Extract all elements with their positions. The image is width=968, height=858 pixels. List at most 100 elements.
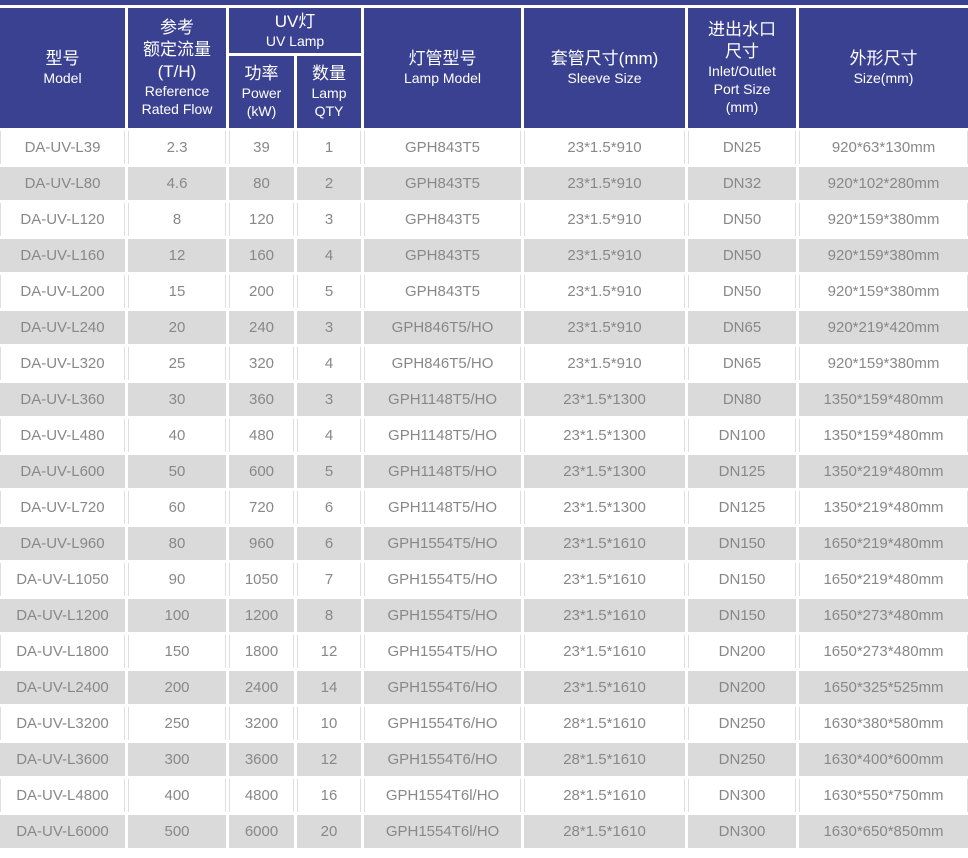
table-row: DA-UV-L80 4.6 80 2 GPH843T5 23*1.5*910 DN32 920… (0, 167, 968, 200)
cell-lamp_model: GPH1554T5/HO (364, 527, 522, 560)
col-header-port-size-en-1: Inlet/Outlet (708, 63, 776, 80)
cell-flow: 15 (128, 275, 226, 308)
table-row: DA-UV-L240 20 240 3 GPH846T5/HO 23*1.5*910 DN6… (0, 311, 968, 344)
cell-model: DA-UV-L480 (0, 419, 125, 452)
table-row: DA-UV-L6000 500 6000 20 GPH1554T6l/HO 28*1.5*… (0, 815, 968, 848)
cell-overall_size: 920*219*420mm (799, 311, 968, 344)
cell-flow: 400 (128, 779, 226, 812)
cell-power: 600 (229, 455, 294, 488)
cell-overall_size: 1630*550*750mm (799, 779, 968, 812)
col-header-flow-en-2: Rated Flow (141, 101, 213, 118)
cell-power: 80 (229, 167, 294, 200)
cell-port_size: DN150 (688, 563, 797, 596)
cell-lamp_model: GPH1554T5/HO (364, 635, 522, 668)
cell-power: 200 (229, 275, 294, 308)
cell-port_size: DN125 (688, 491, 797, 524)
cell-power: 160 (229, 239, 294, 272)
cell-model: DA-UV-L720 (0, 491, 125, 524)
cell-qty: 12 (297, 635, 362, 668)
cell-overall_size: 1650*325*525mm (799, 671, 968, 704)
top-accent-bar (0, 0, 968, 5)
cell-sleeve_size: 23*1.5*910 (524, 239, 686, 272)
cell-lamp_model: GPH1554T6/HO (364, 707, 522, 740)
col-header-sleeve-size-zh: 套管尺寸(mm) (550, 49, 659, 68)
cell-power: 3600 (229, 743, 294, 776)
table-body: DA-UV-L39 2.3 39 1 GPH843T5 23*1.5*910 DN25 920… (0, 131, 968, 848)
col-header-sleeve-size: 套管尺寸(mm) Sleeve Size (524, 8, 686, 128)
cell-power: 2400 (229, 671, 294, 704)
cell-model: DA-UV-L39 (0, 131, 125, 164)
cell-power: 120 (229, 203, 294, 236)
cell-model: DA-UV-L80 (0, 167, 125, 200)
cell-model: DA-UV-L3600 (0, 743, 125, 776)
table-row: DA-UV-L39 2.3 39 1 GPH843T5 23*1.5*910 DN25 920… (0, 131, 968, 164)
cell-model: DA-UV-L200 (0, 275, 125, 308)
cell-qty: 4 (297, 347, 362, 380)
cell-qty: 3 (297, 203, 362, 236)
cell-qty: 1 (297, 131, 362, 164)
col-header-model: 型号 Model (0, 8, 125, 128)
cell-flow: 150 (128, 635, 226, 668)
cell-port_size: DN25 (688, 131, 797, 164)
table-row: DA-UV-L3600 300 3600 12 GPH1554T6/HO 28*1.5*1… (0, 743, 968, 776)
col-header-model-zh: 型号 (45, 49, 80, 68)
table-header: 型号 Model 参考 额定流量 (T/H) Reference Rated F… (0, 8, 968, 128)
cell-lamp_model: GPH843T5 (364, 167, 522, 200)
cell-port_size: DN32 (688, 167, 797, 200)
cell-overall_size: 920*159*380mm (799, 347, 968, 380)
cell-flow: 4.6 (128, 167, 226, 200)
cell-port_size: DN300 (688, 779, 797, 812)
cell-power: 320 (229, 347, 294, 380)
cell-lamp_model: GPH1148T5/HO (364, 455, 522, 488)
cell-sleeve_size: 23*1.5*1610 (524, 563, 686, 596)
cell-overall_size: 920*159*380mm (799, 275, 968, 308)
cell-port_size: DN150 (688, 599, 797, 632)
cell-lamp_model: GPH846T5/HO (364, 347, 522, 380)
cell-lamp_model: GPH1554T6l/HO (364, 815, 522, 848)
col-header-port-size-zh-1: 进出水口 (708, 20, 777, 40)
cell-sleeve_size: 28*1.5*1610 (524, 707, 686, 740)
cell-port_size: DN250 (688, 707, 797, 740)
table-row: DA-UV-L4800 400 4800 16 GPH1554T6l/HO 28*1.5*… (0, 779, 968, 812)
col-header-sleeve-size-en: Sleeve Size (567, 70, 642, 87)
cell-flow: 30 (128, 383, 226, 416)
cell-overall_size: 1630*400*600mm (799, 743, 968, 776)
cell-qty: 7 (297, 563, 362, 596)
cell-qty: 6 (297, 491, 362, 524)
table-row: DA-UV-L1050 90 1050 7 GPH1554T5/HO 23*1.5*161… (0, 563, 968, 596)
cell-power: 360 (229, 383, 294, 416)
cell-power: 960 (229, 527, 294, 560)
col-header-flow: 参考 额定流量 (T/H) Reference Rated Flow (128, 8, 226, 128)
table-row: DA-UV-L320 25 320 4 GPH846T5/HO 23*1.5*910 DN6… (0, 347, 968, 380)
cell-port_size: DN150 (688, 527, 797, 560)
cell-lamp_model: GPH843T5 (364, 203, 522, 236)
col-header-qty: 数量 Lamp QTY (297, 56, 362, 128)
cell-qty: 8 (297, 599, 362, 632)
cell-power: 1800 (229, 635, 294, 668)
cell-model: DA-UV-L360 (0, 383, 125, 416)
cell-sleeve_size: 23*1.5*910 (524, 203, 686, 236)
cell-overall_size: 920*159*380mm (799, 239, 968, 272)
col-header-port-size-en-3: (mm) (725, 99, 759, 116)
cell-model: DA-UV-L120 (0, 203, 125, 236)
cell-sleeve_size: 28*1.5*1610 (524, 779, 686, 812)
table-row: DA-UV-L2400 200 2400 14 GPH1554T6/HO 23*1.5*1… (0, 671, 968, 704)
cell-lamp_model: GPH1148T5/HO (364, 419, 522, 452)
cell-flow: 40 (128, 419, 226, 452)
col-header-overall-size-en: Size(mm) (853, 70, 914, 87)
cell-sleeve_size: 23*1.5*1300 (524, 455, 686, 488)
cell-sleeve_size: 23*1.5*1610 (524, 527, 686, 560)
cell-power: 39 (229, 131, 294, 164)
cell-power: 240 (229, 311, 294, 344)
col-header-overall-size-zh: 外形尺寸 (849, 49, 918, 68)
cell-lamp_model: GPH1554T6l/HO (364, 779, 522, 812)
cell-port_size: DN300 (688, 815, 797, 848)
cell-sleeve_size: 23*1.5*910 (524, 311, 686, 344)
cell-sleeve_size: 28*1.5*1610 (524, 815, 686, 848)
cell-lamp_model: GPH1554T6/HO (364, 743, 522, 776)
cell-model: DA-UV-L600 (0, 455, 125, 488)
cell-qty: 2 (297, 167, 362, 200)
cell-port_size: DN65 (688, 347, 797, 380)
table-row: DA-UV-L200 15 200 5 GPH843T5 23*1.5*910 DN50 92… (0, 275, 968, 308)
